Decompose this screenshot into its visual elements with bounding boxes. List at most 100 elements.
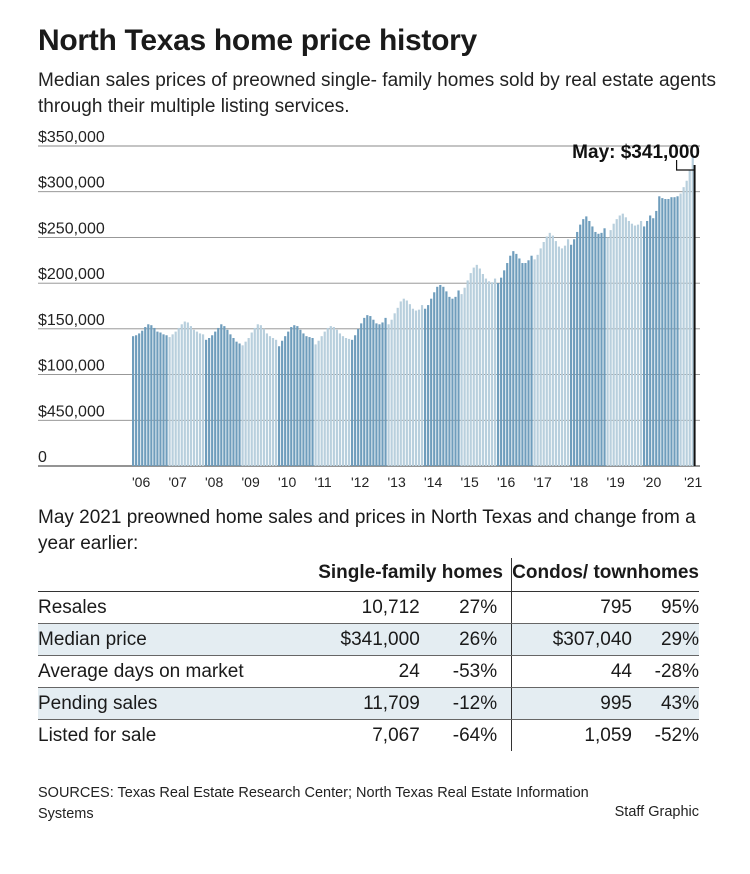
bar bbox=[548, 232, 551, 466]
y-tick-label: $250,000 bbox=[38, 220, 105, 237]
table-row: Median price $341,000 26% $307,040 29% bbox=[38, 623, 699, 656]
bar bbox=[357, 328, 360, 466]
bar bbox=[512, 251, 515, 466]
bar bbox=[582, 219, 585, 466]
bar bbox=[293, 325, 296, 466]
bar bbox=[138, 333, 141, 466]
bar bbox=[649, 215, 652, 466]
ct-change: 95% bbox=[631, 591, 699, 624]
bar bbox=[189, 326, 192, 466]
y-tick-label: $150,000 bbox=[38, 312, 105, 329]
bar bbox=[414, 310, 418, 466]
bar bbox=[159, 332, 162, 466]
x-tick-label: '08 bbox=[205, 474, 223, 490]
bar bbox=[153, 327, 156, 466]
bar bbox=[633, 225, 637, 466]
bar bbox=[201, 334, 205, 466]
bar bbox=[609, 230, 612, 466]
bar bbox=[448, 296, 451, 466]
bar bbox=[600, 232, 603, 466]
x-tick-label: '10 bbox=[278, 474, 296, 490]
price-history-chart: 0 $450,000 $100,000 $150,000 $200,000 $250,00… bbox=[38, 130, 703, 490]
bar bbox=[198, 333, 202, 466]
sales-stats-table: Single-family homes Condos/ townhomes Re… bbox=[38, 558, 699, 751]
bar-series bbox=[132, 154, 694, 467]
bar bbox=[509, 255, 512, 466]
sf-change: 27% bbox=[419, 591, 512, 624]
bar bbox=[658, 196, 661, 466]
bar bbox=[682, 187, 685, 466]
bar bbox=[469, 273, 472, 466]
x-tick-label: '14 bbox=[424, 474, 442, 490]
bar bbox=[445, 291, 448, 466]
bar bbox=[156, 331, 159, 466]
row-label: Median price bbox=[38, 623, 311, 656]
sf-value: 24 bbox=[310, 655, 420, 688]
sources-note: SOURCES: Texas Real Estate Research Cent… bbox=[38, 785, 589, 822]
bar bbox=[132, 336, 135, 466]
bar bbox=[457, 290, 460, 466]
x-tick-label: '12 bbox=[351, 474, 369, 490]
x-tick-label: '21 bbox=[684, 474, 702, 490]
bar bbox=[183, 321, 186, 466]
sf-change: -64% bbox=[452, 724, 498, 746]
bar bbox=[612, 223, 615, 466]
x-tick-label: '15 bbox=[461, 474, 479, 490]
bar bbox=[284, 336, 287, 466]
bar bbox=[673, 197, 676, 466]
callout-leader-line bbox=[675, 160, 695, 171]
bar bbox=[387, 324, 390, 466]
bar bbox=[427, 305, 430, 466]
bar bbox=[661, 198, 664, 466]
bar bbox=[454, 296, 457, 466]
x-tick-label: '06 bbox=[132, 474, 150, 490]
bar bbox=[290, 327, 293, 466]
bar bbox=[521, 263, 524, 466]
bar bbox=[533, 259, 536, 466]
bar bbox=[265, 333, 269, 466]
bar bbox=[554, 241, 557, 466]
bar bbox=[402, 298, 405, 466]
bar bbox=[585, 216, 588, 466]
bar bbox=[141, 330, 144, 466]
bar bbox=[646, 220, 649, 466]
sf-value: 11,709 bbox=[310, 687, 420, 720]
bar bbox=[679, 193, 682, 467]
bar bbox=[135, 335, 138, 466]
bar bbox=[174, 331, 177, 466]
bar bbox=[341, 336, 345, 466]
bar bbox=[171, 334, 174, 466]
bar bbox=[147, 324, 150, 466]
bar bbox=[560, 248, 564, 466]
bar bbox=[217, 327, 220, 466]
sf-change: -12% bbox=[419, 687, 512, 720]
bar bbox=[229, 334, 232, 466]
x-tick-label: '17 bbox=[534, 474, 552, 490]
table-row: Listed for sale 7,067 -64% 1,059 -52% bbox=[38, 719, 699, 751]
bar bbox=[165, 335, 168, 466]
bar bbox=[643, 226, 646, 466]
bar bbox=[618, 215, 621, 466]
bar bbox=[539, 248, 542, 466]
bar bbox=[192, 329, 196, 466]
header-condos: Condos/ townhomes bbox=[511, 558, 699, 592]
bar bbox=[573, 239, 576, 466]
table-header-row: Single-family homes Condos/ townhomes bbox=[38, 558, 699, 592]
table-intro: May 2021 preowned home sales and prices … bbox=[38, 507, 696, 554]
bar bbox=[439, 284, 442, 466]
x-tick-label: '11 bbox=[315, 474, 332, 490]
bar bbox=[557, 246, 561, 466]
bar bbox=[278, 346, 281, 466]
bar bbox=[344, 338, 348, 466]
bar bbox=[378, 324, 381, 466]
bar bbox=[375, 323, 378, 466]
bar bbox=[338, 333, 342, 466]
bar bbox=[253, 327, 256, 466]
bar bbox=[195, 331, 199, 466]
ct-value: 44 bbox=[511, 655, 632, 688]
bar bbox=[433, 292, 436, 466]
bar bbox=[481, 274, 484, 466]
bar bbox=[463, 287, 466, 466]
bar bbox=[390, 319, 393, 466]
bar bbox=[484, 278, 488, 466]
